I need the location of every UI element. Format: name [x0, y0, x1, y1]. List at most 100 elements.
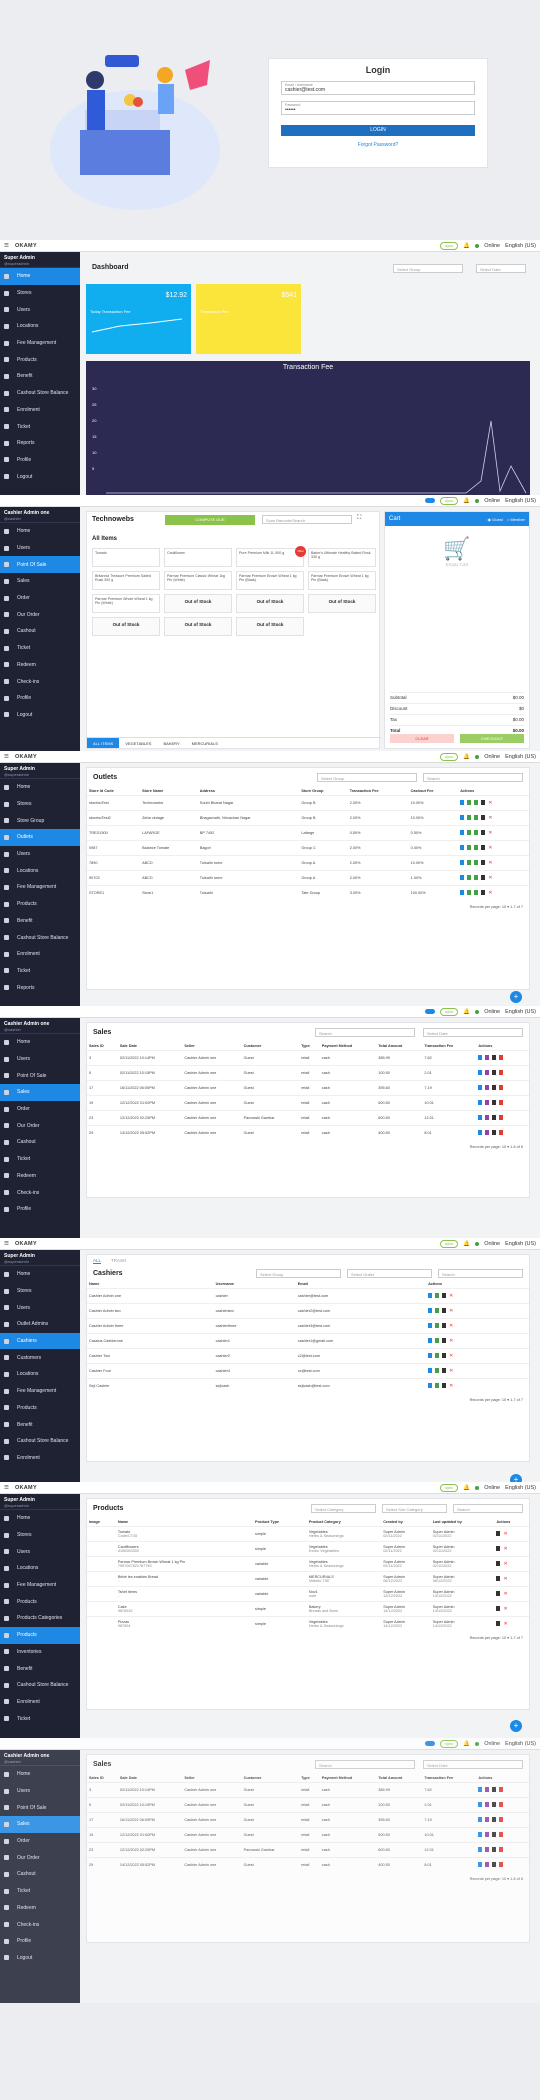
delete-icon[interactable]: ✕ [503, 1605, 508, 1612]
sidebar-item[interactable]: Cashout Store Balance [0, 1433, 80, 1450]
menu-icon[interactable]: ☰ [4, 1240, 9, 1247]
table-row[interactable]: TRED1500 LAFARGE BP 7492 Lafarge 0.50% 0.50% ✕ [87, 824, 529, 840]
message-icon[interactable] [474, 800, 479, 805]
bell-icon[interactable]: 🔔 [463, 242, 471, 249]
delete-icon[interactable]: ✕ [449, 1292, 454, 1299]
edit-icon[interactable] [481, 845, 486, 850]
edit-icon[interactable] [442, 1308, 447, 1313]
edit-icon[interactable] [496, 1606, 501, 1611]
copy-icon[interactable] [435, 1323, 440, 1328]
add-button[interactable]: + [510, 991, 522, 1003]
edit-icon[interactable] [492, 1847, 497, 1852]
edit-icon[interactable] [442, 1353, 447, 1358]
sidebar-item[interactable]: Users [0, 540, 80, 557]
sidebar-item[interactable]: Profile [0, 690, 80, 707]
theme-toggle[interactable] [425, 1741, 436, 1746]
sidebar-item[interactable]: Order [0, 1833, 80, 1850]
sidebar-item[interactable]: Fee Management [0, 335, 80, 352]
group-select[interactable]: Select Group [393, 264, 463, 273]
view-icon[interactable] [478, 1847, 483, 1852]
message-icon[interactable] [474, 815, 479, 820]
message-icon[interactable] [474, 830, 479, 835]
edit-icon[interactable] [496, 1576, 501, 1581]
search-input[interactable]: Search [315, 1760, 415, 1769]
delete-icon[interactable] [499, 1055, 504, 1060]
table-row[interactable]: 5 02/11/2022 10:15PM Cashier Admin one Gues… [87, 1796, 529, 1812]
print-icon[interactable] [485, 1862, 490, 1868]
table-row[interactable]: STORE1 Store1 Tulsaihi Tate Group 3.00% 100.0… [87, 884, 529, 900]
edit-icon[interactable] [442, 1323, 447, 1328]
table-row[interactable]: Tomato Code/CT45 simple Vegetables Herbs & S… [87, 1525, 529, 1541]
delete-icon[interactable]: ✕ [449, 1337, 454, 1344]
sidebar-item[interactable]: Redeem [0, 657, 80, 674]
delete-icon[interactable] [499, 1130, 504, 1136]
delete-icon[interactable]: ✕ [488, 814, 493, 821]
product-tile[interactable]: Out of Stock [236, 594, 304, 613]
sidebar-item[interactable]: Profile [0, 452, 80, 469]
add-button[interactable]: + [510, 1474, 522, 1482]
search-input[interactable]: Search [453, 1504, 523, 1513]
delete-icon[interactable] [499, 1115, 504, 1120]
sidebar-item[interactable]: Reports [0, 435, 80, 452]
product-tile[interactable]: Tomato [92, 548, 160, 567]
clear-button[interactable]: CLEAR [390, 734, 454, 743]
sidebar-item[interactable]: Users [0, 846, 80, 863]
edit-icon[interactable] [442, 1383, 447, 1389]
table-row[interactable]: Cashier Admin two cashiertwo cashier2@test… [87, 1302, 529, 1318]
delete-icon[interactable] [499, 1100, 504, 1105]
delete-icon[interactable]: ✕ [449, 1382, 454, 1389]
sidebar-item[interactable]: Cashiers [0, 1332, 80, 1350]
table-row[interactable]: Parmar Premium Brown Wheat 1 kg Pin 79570… [87, 1555, 529, 1571]
copy-icon[interactable] [467, 890, 472, 896]
sidebar-item[interactable]: Profile [0, 1933, 80, 1950]
delete-icon[interactable]: ✕ [449, 1367, 454, 1374]
theme-toggle[interactable] [425, 498, 436, 503]
product-tile[interactable]: Out of Stock [308, 594, 376, 613]
date-picker[interactable]: Select Date [423, 1028, 523, 1037]
view-icon[interactable] [478, 1100, 483, 1105]
view-icon[interactable] [460, 800, 465, 805]
table-row[interactable]: Cake 9876532 simple Bakery Breads and Buns Su… [87, 1600, 529, 1616]
sidebar-item[interactable]: Ticket [0, 640, 80, 657]
delete-icon[interactable]: ✕ [488, 844, 493, 851]
message-icon[interactable] [474, 890, 479, 896]
product-tile[interactable]: Parmar Premium Brown Wheat 1 kg Pin (Bla… [236, 571, 304, 590]
view-icon[interactable] [478, 1802, 483, 1807]
table-row[interactable]: 19 12/12/2022 01:00PM Cashier Admin one Gue… [87, 1826, 529, 1842]
theme-toggle[interactable] [425, 1009, 436, 1014]
print-icon[interactable] [485, 1802, 490, 1807]
delete-icon[interactable]: ✕ [503, 1620, 508, 1627]
sidebar-item[interactable]: Home [0, 779, 80, 796]
sidebar-item[interactable]: Products [0, 351, 80, 368]
view-icon[interactable] [478, 1832, 483, 1837]
sidebar-item[interactable]: Ticket [0, 963, 80, 980]
sidebar-item[interactable]: Enrolment [0, 402, 80, 419]
print-icon[interactable] [485, 1085, 490, 1090]
sidebar-item[interactable]: Locations [0, 1560, 80, 1577]
view-icon[interactable] [460, 890, 465, 896]
view-icon[interactable] [428, 1383, 433, 1389]
sidebar-item[interactable]: Customers [0, 1349, 80, 1366]
sidebar-item[interactable]: Cashout Store Balance [0, 1677, 80, 1694]
search-input[interactable]: Search [438, 1269, 523, 1278]
print-icon[interactable] [485, 1055, 490, 1060]
sidebar-item[interactable]: Order [0, 590, 80, 607]
delete-icon[interactable] [499, 1070, 504, 1075]
table-row[interactable]: 23 12/12/2022 02:25PM Cashier Admin one Pan… [87, 1841, 529, 1857]
sidebar-item[interactable]: Cashout Store Balance [0, 385, 80, 402]
copy-icon[interactable] [467, 860, 472, 865]
table-row[interactable]: Cassius Cashierone cashier1 cashier1@gmail… [87, 1332, 529, 1348]
delete-icon[interactable] [499, 1802, 504, 1807]
tab-bakery[interactable]: BAKERY [163, 741, 180, 746]
edit-icon[interactable] [492, 1862, 497, 1868]
edit-icon[interactable] [481, 890, 486, 896]
sidebar-item[interactable]: Stores [0, 1283, 80, 1300]
edit-icon[interactable] [442, 1338, 447, 1343]
sidebar-item[interactable]: Enrolment [0, 1450, 80, 1467]
view-icon[interactable] [478, 1787, 483, 1792]
delete-icon[interactable]: ✕ [488, 859, 493, 866]
edit-icon[interactable] [481, 800, 486, 805]
sidebar-item[interactable]: Users [0, 1543, 80, 1560]
product-tile[interactable]: Britannia Treasure Premium Salted Rusk 3… [92, 571, 160, 590]
sidebar-item[interactable]: Profile [0, 1201, 80, 1218]
